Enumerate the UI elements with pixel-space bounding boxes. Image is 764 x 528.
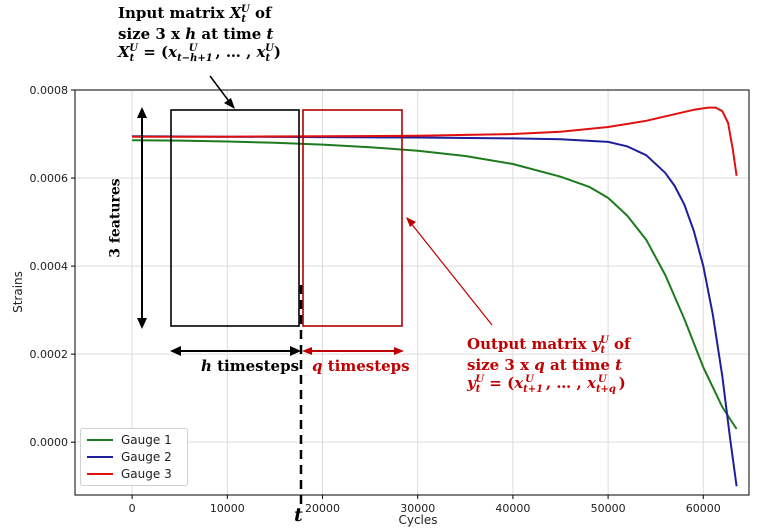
y-tick-label: 0.0006 — [30, 172, 69, 185]
y-axis-label: Strains — [11, 271, 25, 313]
legend: Gauge 1 Gauge 2 Gauge 3 — [80, 428, 188, 486]
x-tick-label: 50000 — [591, 502, 626, 515]
input-matrix-annotation: Input matrix XtU of size 3 x h at time t… — [118, 4, 281, 64]
output-annotation-line-3: ytU = (xt+1U, … , xt+qU) — [467, 373, 626, 395]
legend-label-gauge-2: Gauge 2 — [121, 450, 172, 464]
legend-label-gauge-3: Gauge 3 — [121, 467, 172, 481]
x-tick-label: 20000 — [305, 502, 340, 515]
series-line-gauge-1 — [132, 139, 738, 430]
output-window-box — [302, 109, 403, 327]
y-axis-ticks: 0.0000 0.0002 0.0004 0.0006 0.0008 — [30, 84, 75, 449]
legend-item-gauge-1: Gauge 1 — [87, 432, 172, 448]
output-annotation-line-1: Output matrix ytU of — [467, 335, 631, 356]
h-timesteps-label: h timesteps — [201, 357, 300, 375]
x-tick-label: 0 — [129, 502, 136, 515]
h-arrow-head-left — [170, 346, 181, 356]
q-arrow-head-right — [394, 347, 404, 355]
x-tick-label: 10000 — [210, 502, 245, 515]
legend-label-gauge-1: Gauge 1 — [121, 433, 172, 447]
h-arrow-head-right — [290, 346, 301, 356]
input-window-box — [170, 109, 300, 327]
x-tick-label: 60000 — [686, 502, 721, 515]
features-arrow-head-bottom — [137, 318, 147, 329]
x-axis-ticks: 0 10000 20000 30000 40000 50000 60000 — [129, 495, 721, 515]
y-tick-label: 0.0004 — [30, 260, 69, 273]
legend-swatch-gauge-1 — [87, 439, 113, 441]
output-pointer-head — [406, 217, 416, 227]
series-line-gauge-2 — [132, 135, 738, 487]
features-arrow-head-top — [137, 107, 147, 118]
output-pointer-arrow — [409, 221, 493, 326]
series-line-gauge-3 — [132, 106, 738, 176]
x-tick-label: 40000 — [495, 502, 530, 515]
y-tick-label: 0.0000 — [30, 436, 69, 449]
input-pointer-arrow — [209, 75, 232, 105]
input-annotation-line-1: Input matrix XtU of — [118, 4, 272, 25]
input-annotation-line-2: size 3 x h at time t — [118, 24, 274, 43]
plot-frame — [74, 89, 750, 496]
legend-swatch-gauge-2 — [87, 456, 113, 458]
y-tick-label: 0.0002 — [30, 348, 69, 361]
q-timesteps-label: q timesteps — [312, 357, 410, 375]
data-series — [132, 106, 738, 487]
input-annotation-line-3: XtU = (xt−h+1U, … , xtU) — [118, 42, 281, 64]
y-tick-label: 0.0008 — [30, 84, 69, 97]
output-matrix-annotation: Output matrix ytU of size 3 x q at time … — [467, 335, 631, 395]
q-arrow-head-left — [302, 347, 312, 355]
legend-item-gauge-3: Gauge 3 — [87, 466, 172, 482]
legend-item-gauge-2: Gauge 2 — [87, 449, 172, 465]
t-label: t — [294, 504, 303, 526]
x-tick-label: 30000 — [400, 502, 435, 515]
x-axis-label: Cycles — [398, 513, 437, 527]
output-annotation-line-2: size 3 x q at time t — [467, 355, 623, 374]
legend-swatch-gauge-3 — [87, 473, 113, 475]
input-pointer-head — [224, 98, 235, 109]
features-label: 3 features — [107, 178, 124, 258]
